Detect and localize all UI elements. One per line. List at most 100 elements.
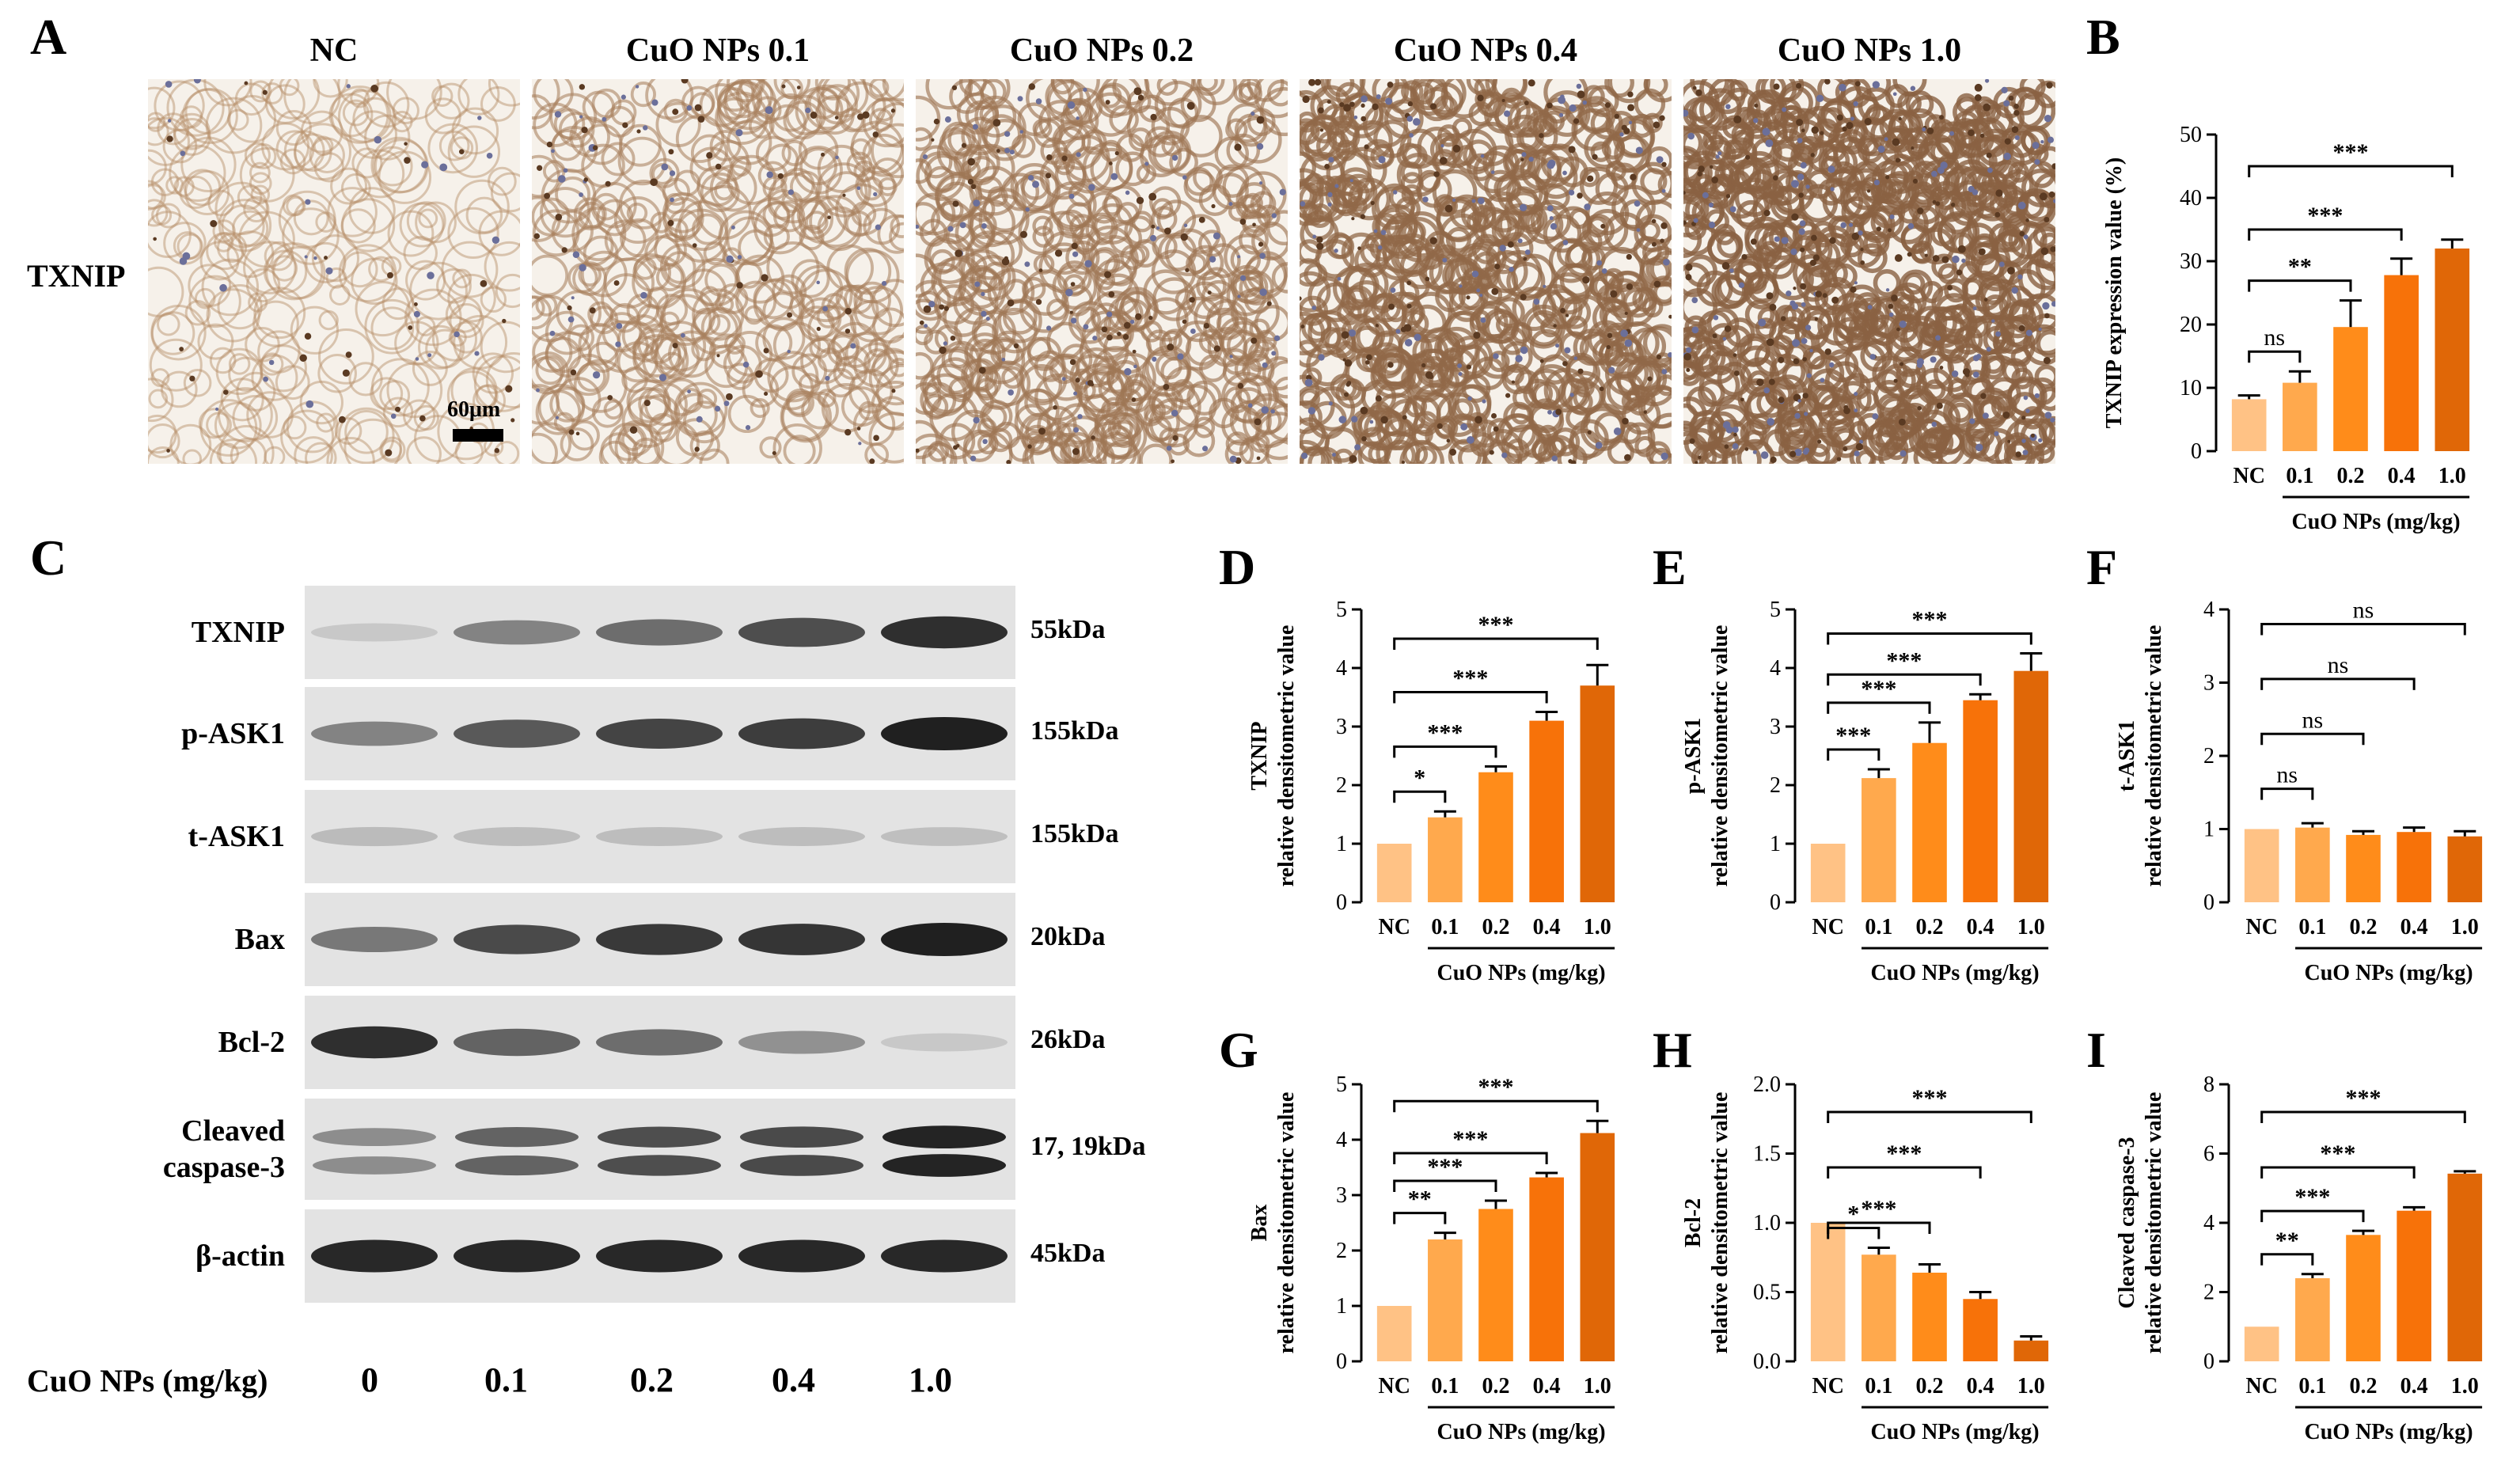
y-tick-label: 40 bbox=[2180, 186, 2202, 211]
y-tick-label: 5 bbox=[1770, 598, 1781, 622]
ihc-tissue-mark bbox=[348, 362, 383, 397]
ihc-nucleus bbox=[1851, 232, 1860, 241]
ihc-nucleus bbox=[1732, 442, 1739, 450]
ihc-tissue-mark bbox=[1369, 233, 1398, 262]
y-tick-label: 0 bbox=[1336, 890, 1347, 915]
ihc-nucleus bbox=[1607, 332, 1613, 339]
ihc-nucleus bbox=[1809, 348, 1813, 353]
ihc-nucleus bbox=[1361, 103, 1365, 108]
ihc-tissue-mark bbox=[1803, 427, 1844, 464]
ihc-nucleus bbox=[1106, 334, 1113, 341]
ihc-nucleus bbox=[1422, 196, 1429, 203]
ihc-nucleus bbox=[1836, 114, 1843, 121]
ihc-tissue-mark bbox=[1923, 379, 1946, 401]
y-tick-label: 2 bbox=[1770, 773, 1781, 798]
ihc-tissue-mark bbox=[447, 125, 501, 178]
ihc-nucleus bbox=[1171, 154, 1178, 161]
ihc-nucleus bbox=[2002, 411, 2010, 419]
ihc-tissue-mark bbox=[1156, 79, 1178, 96]
ihc-tissue-mark bbox=[457, 79, 500, 116]
ihc-tissue-mark bbox=[1065, 146, 1114, 194]
ihc-tissue-mark bbox=[1014, 404, 1051, 441]
ihc-nucleus bbox=[1854, 408, 1858, 412]
ihc-tissue-mark bbox=[1876, 178, 1903, 205]
ihc-tissue-mark bbox=[875, 102, 904, 148]
y-tick-label: 30 bbox=[2180, 249, 2202, 274]
ihc-nucleus bbox=[1817, 439, 1822, 444]
ihc-tissue-mark bbox=[727, 394, 766, 434]
ihc-nucleus bbox=[1349, 101, 1355, 108]
ihc-tissue-mark bbox=[305, 241, 347, 283]
ihc-tissue-mark bbox=[450, 136, 474, 160]
ihc-tissue-mark bbox=[1049, 354, 1080, 385]
blot-band bbox=[311, 927, 438, 952]
y-tick-label: 2 bbox=[1336, 773, 1347, 798]
ihc-tissue-mark bbox=[2019, 79, 2046, 100]
ihc-nucleus bbox=[1477, 94, 1484, 102]
blot-band bbox=[881, 827, 1008, 846]
ihc-nucleus bbox=[981, 223, 987, 229]
ihc-nucleus bbox=[1122, 334, 1129, 340]
ihc-nucleus bbox=[1061, 155, 1068, 161]
significance-bracket bbox=[1827, 701, 1931, 714]
ihc-tissue-mark bbox=[264, 446, 286, 464]
ihc-tissue-mark bbox=[1896, 358, 1926, 389]
ihc-tissue-mark bbox=[283, 130, 325, 172]
ihc-nucleus bbox=[1380, 230, 1387, 236]
ihc-tissue-mark bbox=[165, 176, 184, 195]
ihc-nucleus bbox=[1854, 81, 1861, 87]
ihc-tissue-mark bbox=[1225, 118, 1248, 141]
ihc-nucleus bbox=[613, 280, 620, 287]
ihc-nucleus bbox=[1822, 293, 1827, 298]
ihc-nucleus bbox=[781, 84, 786, 89]
ihc-nucleus bbox=[1509, 267, 1514, 272]
ihc-nucleus bbox=[1804, 447, 1810, 454]
ihc-nucleus bbox=[1766, 292, 1774, 300]
ihc-tissue-mark bbox=[1717, 361, 1752, 397]
ihc-nucleus bbox=[1809, 259, 1816, 267]
ihc-nucleus bbox=[856, 427, 861, 431]
ihc-tissue-mark bbox=[150, 311, 195, 355]
ihc-tissue-mark bbox=[1042, 231, 1087, 275]
ihc-nucleus bbox=[536, 388, 540, 393]
significance-label: *** bbox=[1886, 1140, 1922, 1167]
ihc-tissue-mark bbox=[576, 362, 606, 393]
ihc-tissue-mark bbox=[221, 204, 265, 249]
ihc-nucleus bbox=[413, 310, 420, 317]
y-tick-label: 4 bbox=[1336, 656, 1347, 681]
y-axis-label: relative densitometric value bbox=[2142, 625, 2166, 887]
ihc-tissue-mark bbox=[1924, 114, 1946, 136]
ihc-nucleus bbox=[1831, 296, 1839, 304]
ihc-tissue-mark bbox=[917, 290, 942, 316]
ihc-nucleus bbox=[1604, 102, 1611, 108]
ihc-nucleus bbox=[1375, 395, 1382, 402]
ihc-tissue-mark bbox=[916, 419, 939, 460]
ihc-nucleus bbox=[972, 123, 978, 130]
ihc-nucleus bbox=[1360, 214, 1366, 219]
blot-band bbox=[311, 826, 438, 847]
significance-label: ns bbox=[2264, 325, 2285, 351]
ihc-nucleus bbox=[1961, 258, 1966, 264]
ihc-tissue-mark bbox=[413, 404, 440, 431]
ihc-nucleus bbox=[1939, 366, 1944, 370]
ihc-nucleus bbox=[1490, 170, 1495, 174]
ihc-nucleus bbox=[1810, 153, 1815, 158]
ihc-nucleus bbox=[1171, 409, 1178, 417]
ihc-tissue-mark bbox=[160, 370, 198, 408]
ihc-nucleus bbox=[1798, 228, 1805, 235]
ihc-tissue-mark bbox=[494, 440, 520, 464]
ihc-tissue-mark bbox=[1879, 396, 1913, 431]
ihc-tissue-mark bbox=[1607, 438, 1634, 464]
ihc-nucleus bbox=[891, 389, 896, 393]
ihc-nucleus bbox=[772, 451, 776, 456]
significance-bracket bbox=[1827, 748, 1881, 761]
blot-band bbox=[738, 924, 865, 955]
ihc-nucleus bbox=[916, 224, 920, 229]
ihc-nucleus bbox=[1137, 94, 1144, 101]
blot-row-label: TXNIP bbox=[191, 616, 285, 649]
ihc-tissue-mark bbox=[2010, 438, 2032, 460]
significance-bracket bbox=[1827, 1166, 1982, 1178]
ihc-nucleus bbox=[592, 371, 601, 379]
ihc-tissue-mark bbox=[473, 355, 520, 412]
significance-bracket bbox=[2260, 1166, 2416, 1178]
